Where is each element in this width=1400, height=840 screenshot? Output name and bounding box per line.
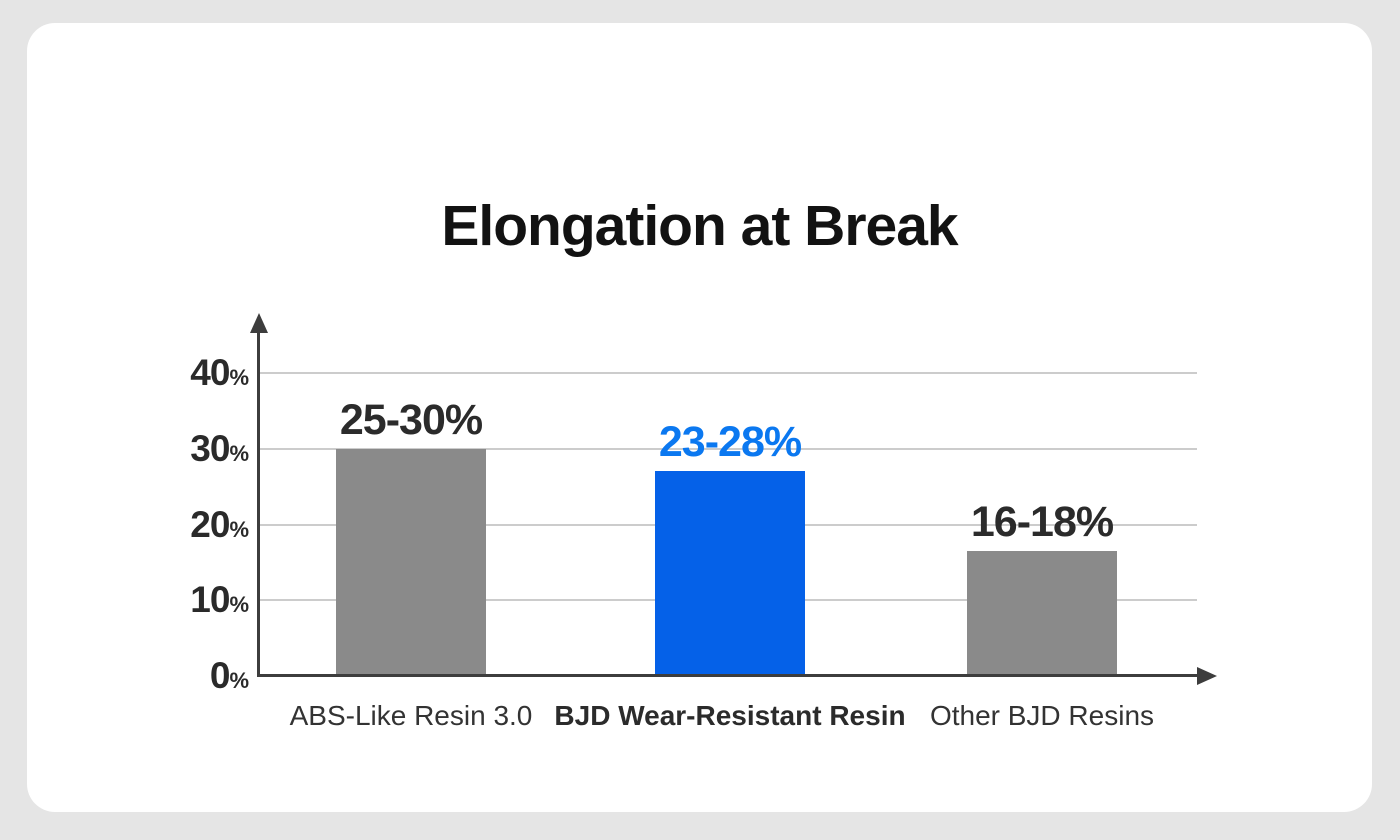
y-tick-label-20: 20% bbox=[79, 503, 249, 547]
gridline-30 bbox=[260, 447, 1197, 450]
y-axis-line bbox=[257, 331, 260, 676]
bar-value-label-2: 23-28% bbox=[658, 418, 802, 467]
y-axis-arrow-icon bbox=[250, 313, 268, 333]
category-label-1: ABS-Like Resin 3.0 bbox=[289, 700, 533, 731]
bar-chart: 0% 10% 20% 30% 40% 25-30% ABS-Like Resin 3.0 23… bbox=[27, 23, 1372, 812]
y-tick-label-40: 40% bbox=[79, 351, 249, 395]
chart-card: Elongation at Break 0% 10% 20% 30% 40% 25-30%… bbox=[27, 23, 1372, 812]
bar-value-label-1: 25-30% bbox=[339, 395, 483, 444]
bar-value-label-3: 16-18% bbox=[970, 498, 1114, 546]
y-tick-number: 30 bbox=[190, 427, 230, 469]
category-label-2: BJD Wear-Resistant Resin bbox=[554, 700, 906, 731]
y-tick-number: 40 bbox=[190, 352, 230, 393]
bar-2 bbox=[655, 471, 805, 676]
y-tick-label-0: 0% bbox=[79, 654, 249, 698]
bar-3 bbox=[967, 551, 1117, 676]
y-tick-label-30: 30% bbox=[79, 427, 249, 471]
gridline-40 bbox=[260, 372, 1197, 374]
chart-title: Elongation at Break bbox=[441, 194, 958, 258]
y-tick-number: 0 bbox=[209, 655, 231, 696]
y-tick-percent-sign: % bbox=[229, 365, 249, 390]
y-tick-number: 20 bbox=[190, 503, 230, 545]
category-label-3: Other BJD Resins bbox=[929, 700, 1155, 731]
y-tick-percent-sign: % bbox=[229, 516, 249, 542]
y-tick-number: 10 bbox=[190, 579, 230, 621]
y-tick-label-10: 10% bbox=[79, 578, 249, 622]
y-tick-percent-sign: % bbox=[229, 668, 249, 693]
y-tick-percent-sign: % bbox=[229, 592, 249, 618]
x-axis-arrow-icon bbox=[1197, 667, 1217, 685]
x-axis-line bbox=[257, 674, 1199, 677]
bar-1 bbox=[336, 448, 486, 676]
y-tick-percent-sign: % bbox=[229, 440, 249, 466]
